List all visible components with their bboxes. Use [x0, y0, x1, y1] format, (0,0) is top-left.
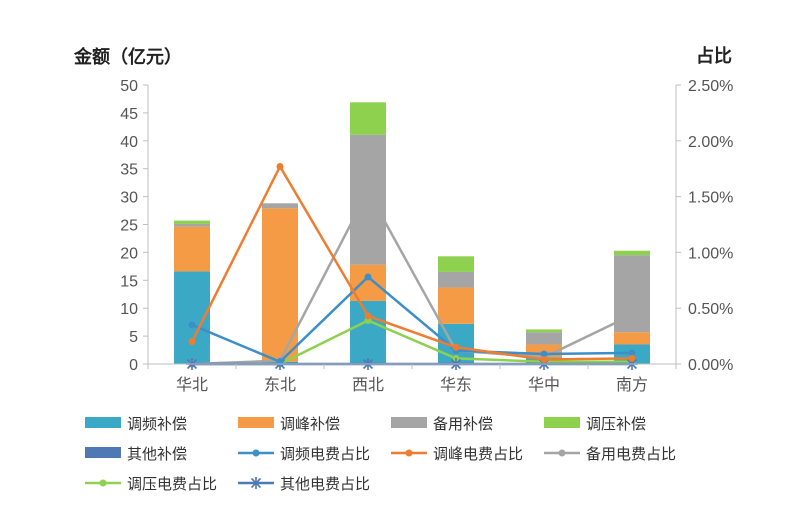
y-right-title: 占比 — [696, 45, 732, 67]
line-point — [628, 354, 636, 362]
legend-marker — [405, 449, 413, 457]
x-category-label: 华北 — [176, 375, 208, 394]
bar-segment — [614, 332, 650, 345]
legend-item: 调峰补偿 — [238, 415, 340, 433]
y-left-tick-label: 50 — [120, 78, 138, 95]
line-point — [628, 311, 636, 319]
legend-marker — [99, 479, 107, 487]
line-point — [364, 312, 372, 320]
y-right-tick-label: 1.50% — [688, 190, 733, 207]
legend-swatch — [238, 417, 274, 428]
legend-label: 其他补偿 — [127, 445, 187, 463]
bar-segment — [438, 287, 474, 324]
y-left-title: 金额（亿元） — [73, 46, 182, 68]
legend-item: 调峰电费占比 — [391, 445, 523, 463]
legend-label: 其他电费占比 — [280, 475, 370, 493]
bar-segment — [174, 220, 210, 224]
y-right-tick-label: 1.00% — [688, 245, 733, 262]
line-point — [452, 343, 460, 351]
legend-marker — [252, 449, 260, 457]
y-left-tick-label: 40 — [120, 134, 138, 151]
legend-label: 备用补偿 — [433, 415, 493, 433]
line-series — [191, 275, 633, 364]
legend-swatch — [391, 417, 427, 428]
bar-segment — [526, 332, 562, 345]
y-left-tick-label: 5 — [129, 329, 138, 346]
legend-item: 其他电费占比 — [238, 475, 370, 493]
legend-label: 调压电费占比 — [127, 475, 217, 493]
legend-swatch — [85, 447, 121, 458]
line-point — [188, 321, 196, 329]
legend-item: 其他补偿 — [85, 445, 187, 463]
legend-label: 调峰补偿 — [280, 415, 340, 433]
line-point — [188, 338, 196, 346]
line-series — [192, 319, 632, 366]
line-point — [540, 356, 548, 364]
legend-marker — [250, 477, 262, 489]
bar-segment — [438, 256, 474, 272]
legend-item: 调频补偿 — [85, 415, 187, 433]
bar-segment — [350, 134, 386, 265]
x-category-label: 华东 — [440, 375, 472, 394]
x-category-label: 东北 — [264, 375, 296, 394]
y-left-tick-label: 30 — [120, 190, 138, 207]
legend-item: 调压补偿 — [544, 415, 646, 433]
y-left-tick-label: 45 — [120, 106, 138, 123]
legend-swatch — [85, 417, 121, 428]
bar-segment — [614, 250, 650, 256]
bar-segment — [350, 300, 386, 364]
line-point — [276, 162, 284, 170]
bar-segment — [262, 203, 298, 209]
y-right-tick-label: 0.00% — [688, 357, 733, 374]
y-right-tick-label: 2.50% — [688, 78, 733, 95]
y-left-tick-label: 10 — [120, 301, 138, 318]
legend-marker — [558, 449, 566, 457]
bar-segment — [350, 102, 386, 135]
legend-label: 调压补偿 — [586, 415, 646, 433]
legend-item: 备用补偿 — [391, 415, 493, 433]
legend-item: 备用电费占比 — [544, 445, 676, 463]
legend-item: 调频电费占比 — [238, 445, 370, 463]
line-point — [364, 273, 372, 281]
axes: 0 5 10 15 20 25 30 35 40 45 50 0.00% 0.50% 1.00% 1.50%… — [120, 78, 733, 394]
legend-item: 调压电费占比 — [85, 475, 217, 493]
y-left-tick-label: 35 — [120, 162, 138, 179]
legend-label: 调频补偿 — [127, 415, 187, 433]
y-right-tick-label: 2.00% — [688, 134, 733, 151]
bar-segment — [174, 223, 210, 227]
legend-label: 调频电费占比 — [280, 445, 370, 463]
line-point — [540, 350, 548, 358]
bar-segment — [526, 329, 562, 333]
legend-label: 调峰电费占比 — [433, 445, 523, 463]
line-point — [364, 187, 372, 195]
legend-swatch — [544, 417, 580, 428]
y-left-tick-label: 15 — [120, 273, 138, 290]
line-series — [190, 163, 633, 361]
y-right-tick-label: 0.50% — [688, 301, 733, 318]
x-category-label: 华中 — [528, 375, 560, 394]
line-series — [191, 188, 633, 366]
x-category-label: 南方 — [616, 375, 648, 394]
y-left-tick-label: 25 — [120, 218, 138, 235]
lines — [186, 162, 638, 370]
line-point — [628, 349, 636, 357]
bar-segment — [174, 226, 210, 272]
y-left-tick-label: 0 — [129, 357, 138, 374]
bar-segment — [438, 271, 474, 288]
x-category-label: 西北 — [352, 375, 384, 394]
legend-label: 备用电费占比 — [586, 445, 676, 463]
y-left-tick-label: 20 — [120, 245, 138, 262]
